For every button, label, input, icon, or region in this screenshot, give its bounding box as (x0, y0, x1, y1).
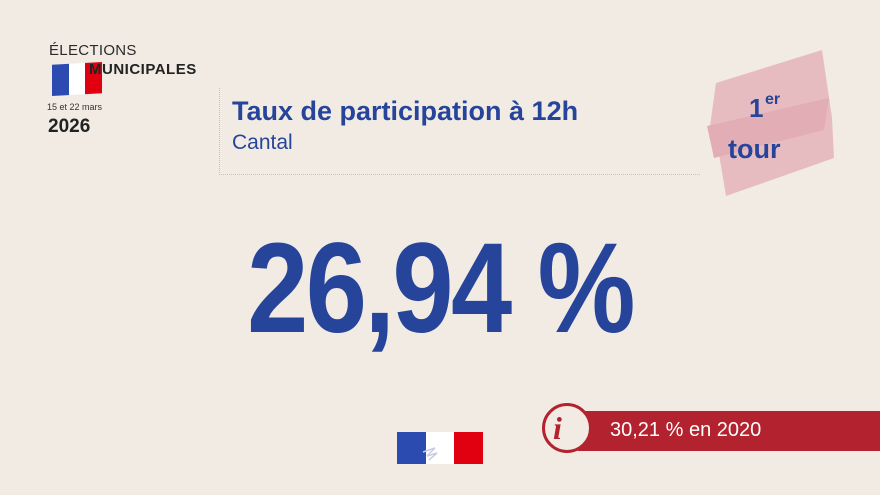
round-superscript: er (765, 91, 781, 108)
round-badge-shape (707, 50, 834, 196)
previous-rate-text: 30,21 % en 2020 (610, 419, 762, 441)
info-icon: i (542, 403, 592, 453)
logo-dates: 15 et 22 mars (47, 102, 103, 112)
logo-municipales-text: MUNICIPALES (89, 61, 197, 78)
marianne-icon (422, 434, 454, 464)
republique-francaise-logo (397, 432, 484, 464)
page-title: Taux de participation à 12h (232, 96, 579, 126)
logo-elections-text: ÉLECTIONS (49, 42, 137, 59)
french-flag-icon (52, 62, 102, 96)
logo-year: 2026 (48, 116, 91, 137)
department-name: Cantal (232, 131, 293, 154)
round-word: tour (728, 134, 781, 164)
round-badge: 1 er tour (704, 48, 839, 218)
elections-logo: ÉLECTIONS MUNICIPALES 15 et 22 mars 2026 (44, 40, 214, 140)
round-number: 1 (749, 93, 764, 123)
info-bar (578, 411, 880, 451)
participation-rate: 26,94 % (247, 217, 635, 360)
info-banner: 30,21 % en 2020 i (542, 403, 880, 453)
header-block: Taux de participation à 12h Cantal (219, 88, 700, 175)
